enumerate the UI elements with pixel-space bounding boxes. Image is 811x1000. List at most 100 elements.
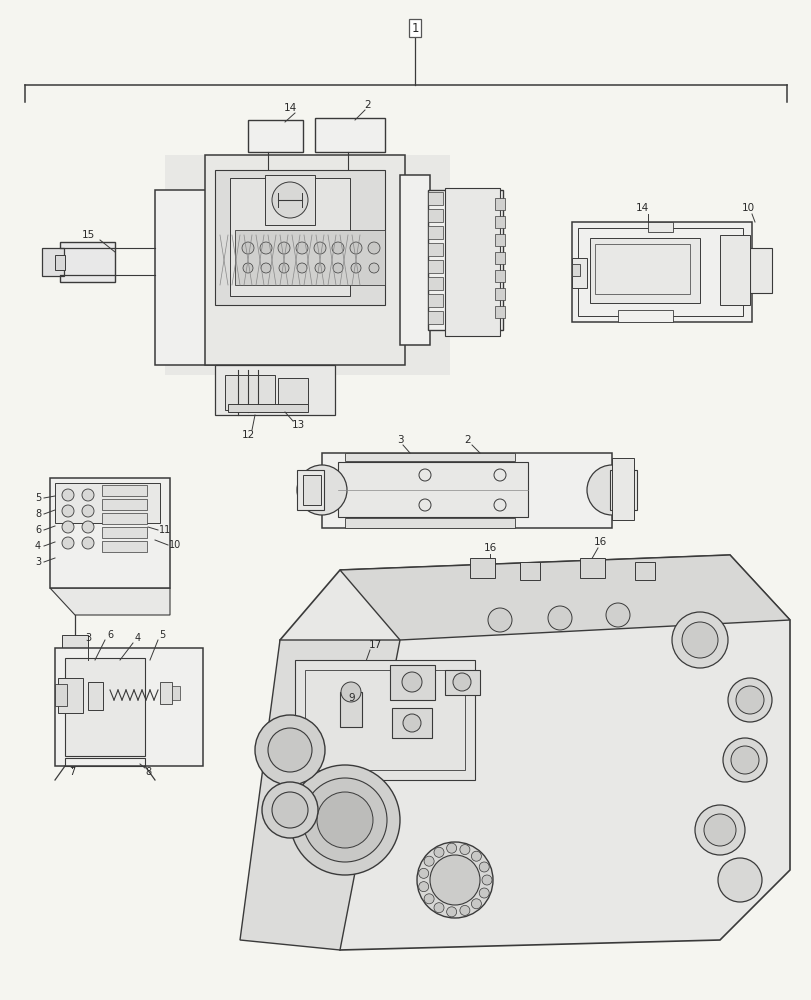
Circle shape: [82, 537, 94, 549]
Bar: [611, 458, 633, 520]
Bar: [634, 562, 654, 580]
Bar: [495, 216, 504, 228]
Circle shape: [62, 505, 74, 517]
Circle shape: [290, 765, 400, 875]
Bar: [571, 222, 751, 322]
Text: 9: 9: [348, 693, 355, 703]
Text: 10: 10: [169, 540, 181, 550]
Bar: [297, 470, 324, 510]
Bar: [427, 294, 443, 307]
Bar: [392, 708, 431, 738]
Bar: [322, 453, 611, 528]
Polygon shape: [50, 588, 169, 615]
Circle shape: [459, 905, 470, 915]
Bar: [65, 658, 145, 756]
Circle shape: [446, 843, 456, 853]
Bar: [427, 243, 443, 256]
Text: 13: 13: [291, 420, 304, 430]
Bar: [427, 260, 443, 273]
Circle shape: [277, 242, 290, 254]
Text: 17: 17: [368, 640, 381, 650]
Circle shape: [341, 682, 361, 702]
Bar: [444, 670, 479, 695]
Circle shape: [433, 903, 444, 913]
Bar: [58, 678, 83, 713]
Bar: [345, 453, 514, 461]
Text: 14: 14: [283, 103, 296, 113]
Text: 6: 6: [35, 525, 41, 535]
Text: 12: 12: [241, 430, 255, 440]
Bar: [427, 226, 443, 239]
Bar: [215, 170, 384, 305]
Circle shape: [487, 608, 512, 632]
Bar: [315, 118, 384, 152]
Bar: [42, 248, 64, 276]
Bar: [609, 470, 636, 510]
Circle shape: [297, 263, 307, 273]
Bar: [102, 541, 147, 552]
Circle shape: [242, 263, 253, 273]
Bar: [577, 228, 742, 316]
Text: 5: 5: [159, 630, 165, 640]
Bar: [495, 198, 504, 210]
Bar: [427, 277, 443, 290]
Text: 2: 2: [364, 100, 371, 110]
Circle shape: [332, 242, 344, 254]
Circle shape: [279, 263, 289, 273]
Circle shape: [62, 521, 74, 533]
Circle shape: [303, 778, 387, 862]
Bar: [160, 682, 172, 704]
Bar: [102, 527, 147, 538]
Circle shape: [423, 894, 434, 904]
Bar: [427, 209, 443, 222]
Circle shape: [446, 907, 456, 917]
Bar: [647, 222, 672, 232]
Text: 8: 8: [144, 767, 151, 777]
Circle shape: [62, 489, 74, 501]
Bar: [247, 120, 303, 152]
Bar: [55, 483, 160, 523]
Bar: [571, 264, 579, 276]
Bar: [215, 365, 335, 415]
Circle shape: [401, 672, 422, 692]
Text: 14: 14: [634, 203, 648, 213]
Circle shape: [586, 465, 636, 515]
Text: 16: 16: [593, 537, 606, 547]
Bar: [617, 310, 672, 322]
Circle shape: [694, 805, 744, 855]
Bar: [277, 378, 307, 408]
Polygon shape: [280, 555, 789, 950]
Bar: [470, 558, 495, 578]
Circle shape: [730, 746, 758, 774]
Text: 7: 7: [69, 767, 75, 777]
Circle shape: [368, 263, 379, 273]
Bar: [749, 248, 771, 293]
Bar: [340, 692, 362, 727]
Bar: [225, 375, 275, 410]
Bar: [102, 485, 147, 496]
Circle shape: [418, 868, 428, 878]
Bar: [294, 660, 474, 780]
Bar: [495, 306, 504, 318]
Circle shape: [402, 714, 420, 732]
Polygon shape: [62, 658, 88, 672]
Text: 15: 15: [81, 230, 95, 240]
Text: 2: 2: [464, 435, 470, 445]
Bar: [579, 558, 604, 578]
Text: 6: 6: [107, 630, 113, 640]
Bar: [495, 234, 504, 246]
Circle shape: [418, 882, 428, 892]
Circle shape: [260, 242, 272, 254]
Bar: [495, 252, 504, 264]
Circle shape: [82, 505, 94, 517]
Text: 4: 4: [135, 633, 141, 643]
Circle shape: [433, 847, 444, 857]
Bar: [102, 513, 147, 524]
Circle shape: [478, 862, 489, 872]
Circle shape: [255, 715, 324, 785]
Circle shape: [62, 537, 74, 549]
Circle shape: [333, 263, 342, 273]
Bar: [427, 190, 502, 330]
Circle shape: [350, 263, 361, 273]
Text: 3: 3: [35, 557, 41, 567]
